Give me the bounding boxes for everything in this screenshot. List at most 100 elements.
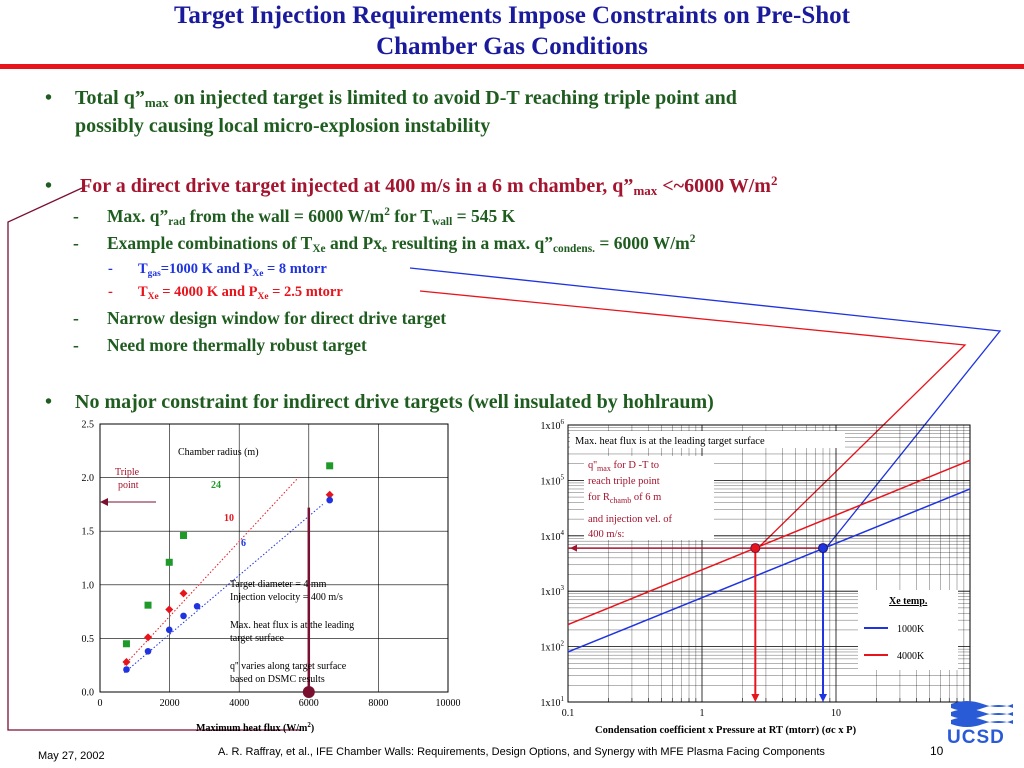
sub-2-sub-xe: Xe [312,243,326,255]
left-xtick-label: 10000 [436,698,461,709]
point-r10 [144,633,153,642]
line-1000k [567,488,971,653]
sub-2a-a: T [138,261,148,277]
point-r24 [326,462,334,470]
left-xtick-label: 8000 [368,698,388,709]
left-xtick-label: 0 [98,698,103,709]
right-lines [567,459,971,702]
dash: - [73,206,79,226]
bullet-1-text-a: Total q” [75,87,145,109]
sub-1-d: = 545 K [452,206,516,226]
point-r6 [123,666,130,673]
sub-bullet-3: - Narrow design window for direct drive … [73,306,446,330]
sub-bullet-4: - Need more thermally robust target [73,333,367,357]
bullet-3-text: No major constraint for indirect drive t… [75,391,714,413]
dash: - [73,335,79,355]
sub-1-sub-wall: wall [432,216,453,228]
left-xtick-label: 2000 [160,698,180,709]
bullet-1-sub: max [144,95,169,110]
point-r6 [165,626,173,634]
sub-1-sub-rad: rad [168,216,186,228]
point-r24 [144,601,152,609]
sub-2-sup: 2 [689,233,696,245]
point-r24 [180,531,188,539]
left-xlabel: Maximum heat flux (W/m2) [196,721,314,734]
sub-2-a: Example combinations of T [107,233,313,253]
trend-line-10 [123,477,299,666]
sub-2-sub-e: e [381,243,388,255]
point-r10 [165,605,174,614]
sub-2-c: resulting in a max. q” [387,233,553,253]
sub-1-b: from the wall = 6000 W/m [185,206,385,226]
dash: - [73,233,79,253]
label-radius-24: 24 [211,480,221,491]
dropline-4000k-arrowhead [751,694,760,702]
legend-title: Xe temp. [889,596,928,607]
bullet-2-text-a: For a direct drive target injected at 40… [80,175,634,197]
sub-bullet-1: - Max. q”rad from the wall = 6000 W/m2 f… [73,204,516,228]
sub-2-b: and Px [325,233,382,253]
legend-title: Chamber radius (m) [178,447,259,458]
wave-logo-icon [951,701,1013,727]
left-ticks: 0 2000 4000 6000 8000 10000 0.0 0.5 1.0 1.5 2.0 2.5 [82,420,461,710]
label-radius-6: 6 [241,538,246,549]
sub-1-a: Max. q” [107,206,169,226]
point-r6 [144,647,152,655]
note-5: q'' varies along target surface [230,661,347,672]
triple-point-arrowhead [100,498,108,506]
note-2: Injection velocity = 400 m/s [230,592,343,603]
right-ytick-label: 1x103 [541,584,565,598]
right-xlabel: Condensation coefficient x Pressure at R… [595,725,857,736]
sub-2a-sub-gas: gas [147,269,161,279]
note-3: Max. heat flux is at the leading [230,620,354,631]
sub-2a-c: = 8 mtorr [263,261,327,277]
right-xtick-label: 10 [831,708,841,719]
left-points [122,462,334,698]
point-r6 [193,602,201,610]
right-ytick-label: 1x101 [541,695,565,709]
point-r24 [122,640,130,648]
left-xtick-label: 4000 [229,698,249,709]
left-xtick-label: 6000 [299,698,319,709]
note-4: target surface [230,633,285,644]
title-divider [0,64,1024,69]
limit-level-arrowhead [570,544,577,552]
line-4000k [567,459,971,626]
annotation: q''max for D -T to reach triple point fo… [588,460,675,540]
left-ytick-label: 1.0 [82,580,95,591]
point-r10 [179,589,188,598]
annotation-box [584,456,714,540]
left-ytick-label: 2.5 [82,420,95,431]
right-ytick-label: 1x105 [541,473,565,487]
dropline-1000k-arrowhead [819,694,828,702]
bullet-2-sup: 2 [770,173,778,188]
heat-flux-limit-marker [302,686,315,698]
left-ytick-label: 0.5 [82,634,95,645]
ucsd-logo: UCSD [947,698,1017,750]
bullet-2-sub: max [633,183,658,198]
point-1000k [818,543,829,554]
sub-bullet-2b: - TXe = 4000 K and PXe = 2.5 mtorr [108,281,343,303]
dash: - [73,308,79,328]
bullet-3: • No major constraint for indirect drive… [45,388,714,416]
trend-line-6 [124,504,324,674]
connector-bracket [7,187,300,731]
footer-date: May 27, 2002 [38,750,105,762]
sub-2b-b: = 4000 K and P [158,284,258,300]
sub-2b-sub-xe: Xe [147,292,159,302]
point-4000k [750,543,761,554]
bullet-2-text-b: <~6000 W/m [657,175,771,197]
connector-1000k [409,267,1002,549]
bullet-dot: • [45,87,53,109]
right-xtick-label: 0.1 [562,708,575,719]
note-6: based on DSMC results [230,674,325,685]
legend-1000k-label: 1000K [897,624,925,635]
dash: - [108,261,113,277]
footer-citation: A. R. Raffray, et al., IFE Chamber Walls… [218,746,825,758]
triple-point-label-1: Triple [115,467,140,478]
sub-2b-a: T [138,284,148,300]
sub-2b-c: = 2.5 mtorr [268,284,343,300]
right-log-chart: 0.11101001x1011x1021x1031x1041x1051x106 … [541,418,978,736]
sub-2-sub-condens: condens. [552,243,595,255]
point-r10 [325,490,334,499]
